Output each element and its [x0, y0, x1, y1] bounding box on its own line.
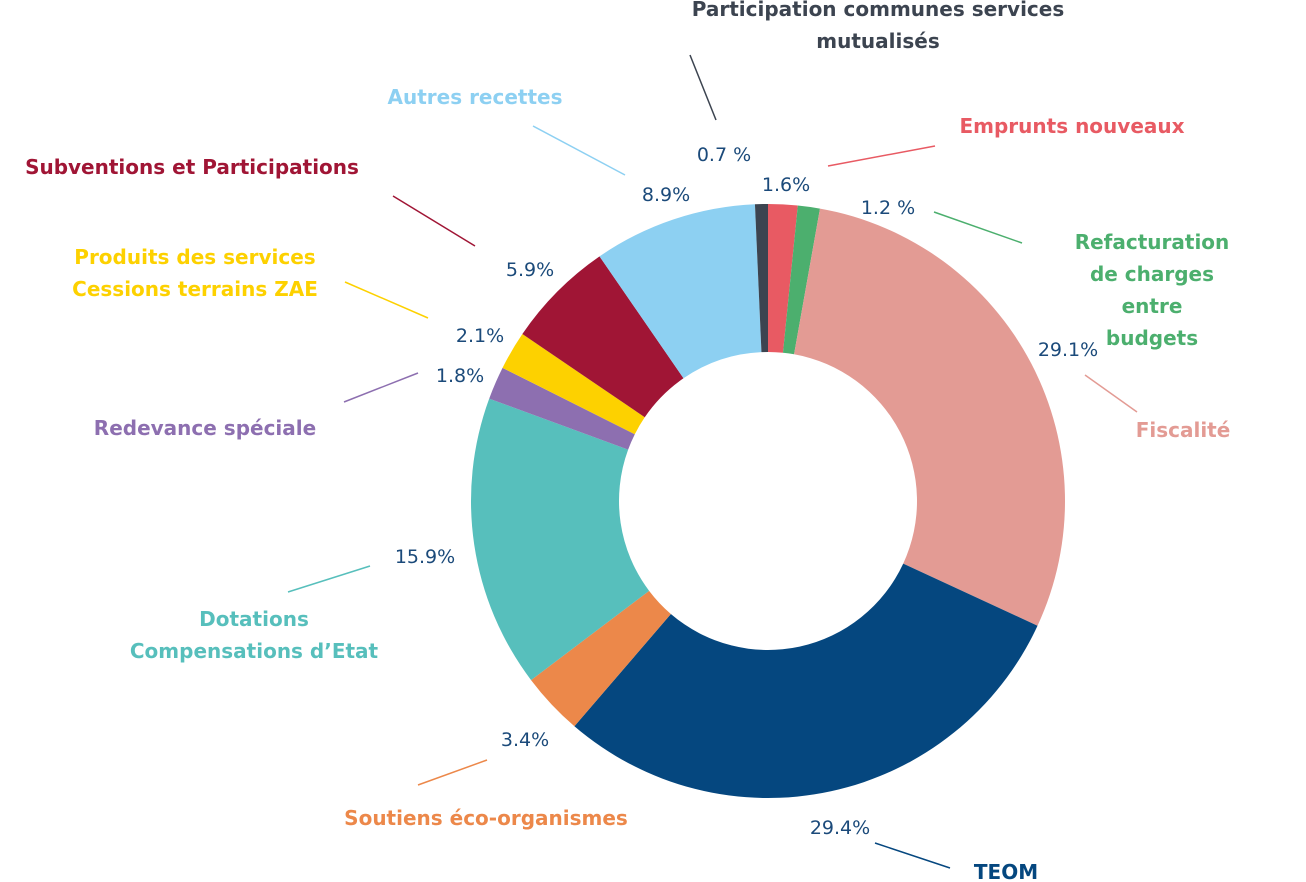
leader-line — [532, 125, 626, 176]
leader-line — [417, 759, 488, 786]
donut-segment — [531, 590, 671, 727]
donut-segment — [502, 334, 645, 435]
donut-segment — [522, 256, 684, 418]
donut-segment — [574, 563, 1038, 798]
leader-line — [1084, 374, 1138, 413]
category-label: Participation communes services mutualis… — [691, 0, 1065, 53]
value-label: 1.2 % — [860, 197, 916, 219]
category-label: TEOM — [973, 860, 1039, 882]
leader-line — [392, 195, 476, 247]
value-label: 2.1% — [455, 325, 505, 347]
leader-line — [287, 565, 371, 593]
category-label: Autres recettes — [387, 85, 563, 109]
value-label: 15.9% — [394, 546, 456, 568]
leader-line — [344, 281, 429, 319]
leader-line — [874, 842, 951, 869]
value-label: 8.9% — [641, 184, 691, 206]
category-label: Redevance spéciale — [93, 416, 317, 440]
value-label: 29.1% — [1037, 339, 1099, 361]
donut-segment — [782, 205, 820, 355]
leader-line — [827, 145, 936, 167]
donut-segment — [599, 204, 762, 379]
leader-line — [689, 54, 717, 121]
category-label: Dotations Compensations d’Etat — [129, 607, 379, 663]
category-label: Fiscalité — [1135, 418, 1231, 442]
value-label: 3.4% — [500, 729, 550, 751]
donut-segment — [754, 204, 768, 353]
leader-line — [933, 211, 1023, 244]
category-label: Produits des services Cessions terrains … — [72, 245, 318, 301]
donut-segment — [794, 208, 1065, 626]
leader-line — [343, 372, 419, 403]
donut-segment — [470, 398, 650, 681]
value-label: 0.7 % — [696, 144, 752, 166]
value-label: 1.6% — [761, 174, 811, 196]
value-label: 5.9% — [505, 259, 555, 281]
donut-segment — [768, 204, 798, 353]
category-label: Emprunts nouveaux — [959, 114, 1185, 138]
value-label: 29.4% — [809, 817, 871, 839]
category-label: Subventions et Participations — [25, 155, 359, 179]
donut-segment — [489, 367, 635, 450]
category-label: Refacturation de charges entre budgets — [1074, 230, 1230, 350]
value-label: 1.8% — [435, 365, 485, 387]
category-label: Soutiens éco-organismes — [344, 806, 628, 830]
